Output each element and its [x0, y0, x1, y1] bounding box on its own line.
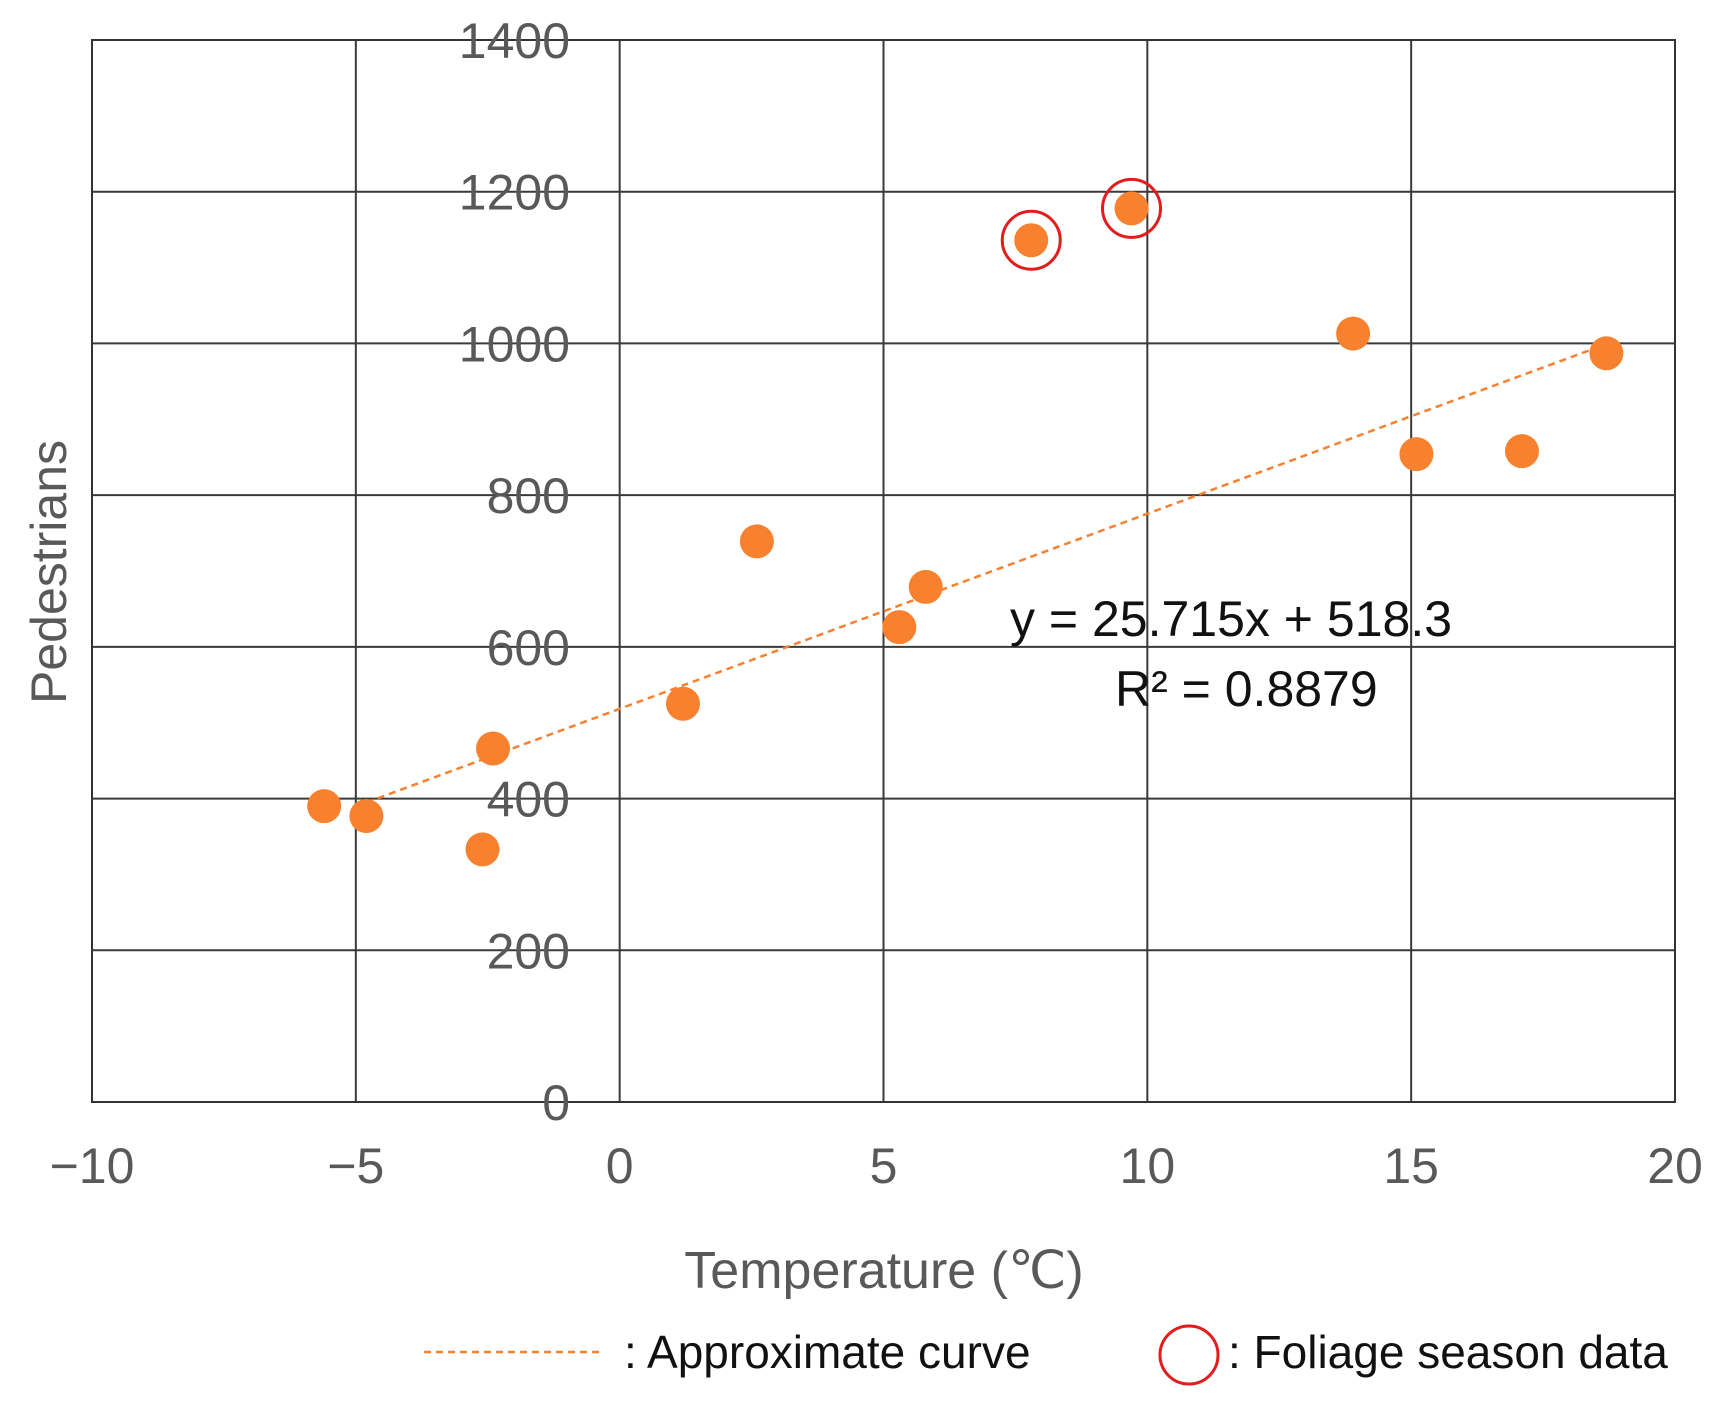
- data-point: [1589, 336, 1624, 371]
- data-point: [307, 789, 342, 824]
- data-point: [1336, 316, 1371, 351]
- data-point: [882, 610, 917, 645]
- data-points: [307, 177, 1624, 867]
- trend-line: [365, 342, 1607, 804]
- data-point: [1399, 437, 1434, 472]
- x-tick-label: 0: [606, 1138, 634, 1194]
- r-squared-label: R² = 0.8879: [1115, 661, 1378, 717]
- data-point: [349, 799, 384, 834]
- y-tick-label: 200: [487, 923, 570, 979]
- legend-foliage-label: : Foliage season data: [1228, 1326, 1668, 1378]
- regression-equation: y = 25.715x + 518.3: [1010, 591, 1452, 647]
- y-tick-label: 600: [487, 620, 570, 676]
- x-tick-label: 15: [1383, 1138, 1439, 1194]
- y-tick-label: 400: [487, 772, 570, 828]
- y-tick-label: 1000: [459, 316, 570, 372]
- y-tick-label: 800: [487, 468, 570, 524]
- legend-foliage-swatch: [1158, 1324, 1220, 1386]
- data-point: [476, 731, 511, 766]
- x-axis-label: Temperature (℃): [684, 1242, 1083, 1300]
- y-tick-label: 0: [542, 1075, 570, 1131]
- data-point: [1504, 434, 1539, 469]
- data-point: [665, 686, 700, 721]
- x-tick-label: 20: [1647, 1138, 1703, 1194]
- plot-frame: [91, 39, 1676, 1103]
- grid-lines: [92, 40, 1675, 1102]
- data-point: [1014, 223, 1049, 258]
- x-tick-label: −10: [50, 1138, 135, 1194]
- foliage-marker: [1101, 177, 1163, 239]
- data-point: [1114, 191, 1149, 226]
- x-tick-label: 5: [870, 1138, 898, 1194]
- data-point: [739, 524, 774, 559]
- x-axis-ticks: −10 −5 0 5 10 15 20: [50, 1138, 1703, 1194]
- y-tick-label: 1200: [459, 165, 570, 221]
- data-point: [908, 569, 943, 604]
- legend: : Approximate curve : Foliage season dat…: [424, 1324, 1668, 1386]
- y-tick-label: 1400: [459, 13, 570, 69]
- data-point: [465, 832, 500, 867]
- foliage-marker: [1000, 209, 1062, 271]
- legend-trend-label: : Approximate curve: [624, 1326, 1031, 1378]
- y-axis-ticks: 0 200 400 600 800 1000 1200 1400: [459, 13, 570, 1131]
- x-tick-label: 10: [1120, 1138, 1176, 1194]
- x-tick-label: −5: [327, 1138, 384, 1194]
- y-axis-label: Pedestrians: [21, 440, 77, 704]
